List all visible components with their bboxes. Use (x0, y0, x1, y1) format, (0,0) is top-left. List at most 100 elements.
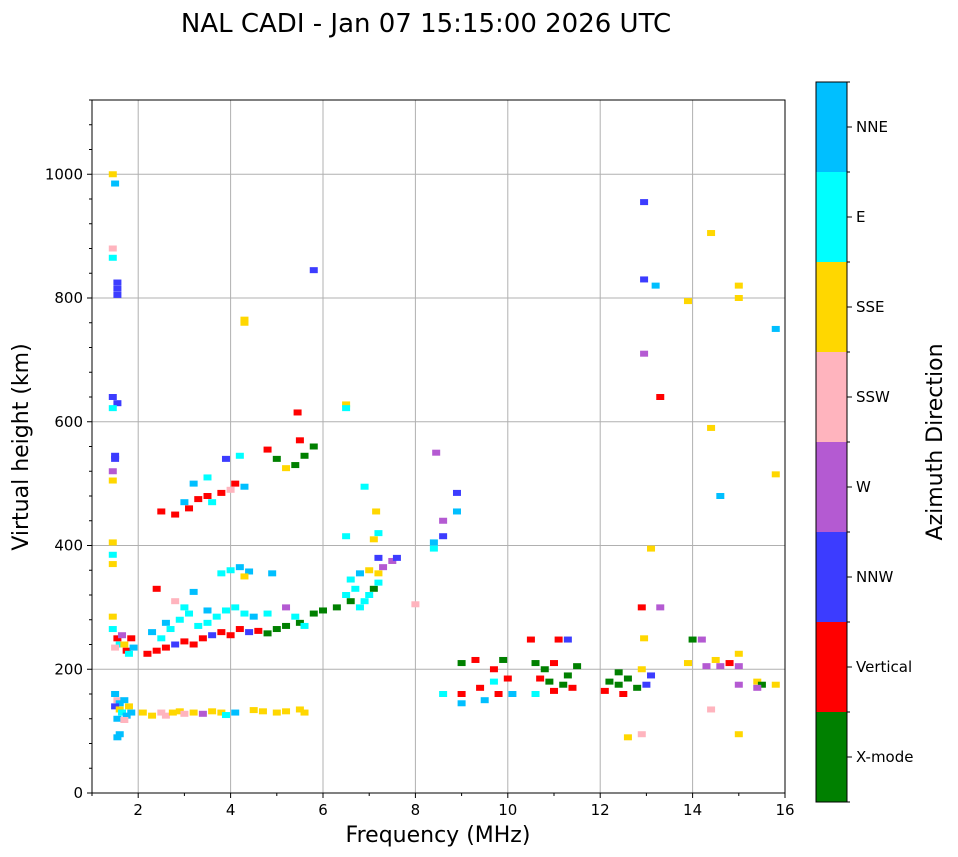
data-point-w (108, 468, 117, 475)
data-point-vertical (185, 505, 194, 512)
x-tick-label: 14 (683, 801, 702, 819)
data-point-w (388, 557, 397, 564)
data-point-e (342, 592, 351, 598)
data-point-vertical (550, 687, 558, 694)
colorbar-label-w: W (856, 478, 871, 496)
x-axis-label: Frequency (MHz) (346, 823, 531, 848)
data-point-e (166, 626, 175, 633)
data-point-sse (753, 678, 762, 685)
data-point-e (240, 610, 249, 617)
data-point-x-mode (614, 681, 623, 688)
data-point-e (208, 499, 217, 506)
data-point-nnw (113, 400, 122, 407)
data-point-sse (295, 706, 304, 713)
data-point-e (175, 616, 184, 623)
data-point-e (360, 483, 369, 490)
data-point-nnw (647, 672, 656, 679)
data-point-sse (138, 709, 147, 716)
data-point-vertical (619, 691, 628, 697)
data-point-w (753, 684, 762, 691)
data-point-e (374, 530, 383, 537)
data-point-vertical (152, 585, 161, 592)
data-point-sse (108, 613, 117, 620)
data-point-nne (115, 700, 124, 707)
data-point-nne (457, 700, 466, 707)
data-point-vertical (550, 660, 558, 667)
data-point-sse (637, 666, 646, 673)
data-point-w (734, 681, 743, 688)
y-tick-label: 1000 (45, 165, 83, 183)
data-point-nnw (221, 455, 230, 462)
data-point-nne (231, 709, 240, 716)
data-point-nnw (563, 636, 572, 643)
data-point-vertical (457, 691, 466, 697)
data-point-ssw (161, 712, 170, 719)
data-point-e (355, 604, 364, 611)
data-point-w (379, 564, 388, 571)
data-point-e (115, 641, 124, 648)
data-point-vertical (231, 480, 240, 487)
data-point-e (124, 650, 133, 657)
x-tick-label: 8 (411, 801, 421, 819)
data-point-ssw (111, 644, 120, 651)
data-point-sse (240, 319, 249, 326)
data-point-sse (300, 709, 309, 716)
data-point-vertical (656, 394, 665, 400)
data-point-vertical (122, 647, 131, 654)
data-point-vertical (180, 638, 189, 645)
data-point-x-mode (633, 684, 642, 691)
data-point-x-mode (309, 610, 318, 617)
data-point-nne (480, 697, 489, 704)
data-point-sse (734, 295, 743, 301)
data-point-nne (129, 644, 138, 651)
data-point-sse (683, 660, 692, 667)
data-point-sse (647, 545, 656, 552)
data-point-nne (189, 588, 198, 595)
data-point-e (217, 570, 226, 577)
data-point-ssw (411, 601, 420, 608)
data-point-vertical (127, 635, 136, 642)
data-point-sse (124, 703, 133, 710)
data-point-nnw (452, 489, 461, 496)
colorbar-segment-w (816, 442, 847, 532)
data-point-vertical (217, 629, 226, 636)
data-point-e (263, 610, 272, 617)
data-point-nne (113, 734, 122, 741)
data-point-sse (707, 424, 716, 431)
data-point-e (360, 598, 369, 605)
data-point-vertical (263, 446, 272, 453)
data-point-ssw (171, 598, 180, 605)
data-point-sse (640, 635, 649, 642)
data-point-nne (189, 480, 198, 487)
data-point-sse (168, 709, 177, 716)
data-point-vertical (494, 691, 503, 697)
data-point-x-mode (531, 660, 540, 667)
data-point-x-mode (614, 669, 623, 676)
data-points (108, 171, 780, 741)
data-point-nnw (113, 279, 122, 286)
data-point-x-mode (300, 452, 309, 459)
data-point-nne (235, 564, 244, 571)
colorbar: X-mode Vertical NNW W SSW SSE E NNE (815, 81, 913, 803)
data-point-nnw (208, 632, 217, 639)
data-point-x-mode (688, 636, 697, 643)
data-point-vertical (568, 684, 577, 691)
data-point-e (108, 254, 117, 261)
data-point-sse (734, 650, 743, 657)
data-point-nnw (113, 291, 122, 298)
data-point-sse (240, 316, 249, 323)
data-point-nne (355, 570, 364, 577)
data-point-e (108, 626, 117, 633)
data-point-e (235, 452, 244, 459)
data-point-nne (113, 715, 122, 722)
data-point-e (203, 619, 212, 626)
data-point-nne (122, 712, 131, 719)
data-point-sse (108, 561, 117, 568)
data-point-sse (734, 282, 743, 289)
colorbar-label-e: E (856, 208, 865, 226)
data-point-sse (342, 401, 351, 408)
data-point-e (531, 691, 540, 697)
data-point-nne (120, 697, 129, 704)
data-point-nne (429, 539, 438, 546)
